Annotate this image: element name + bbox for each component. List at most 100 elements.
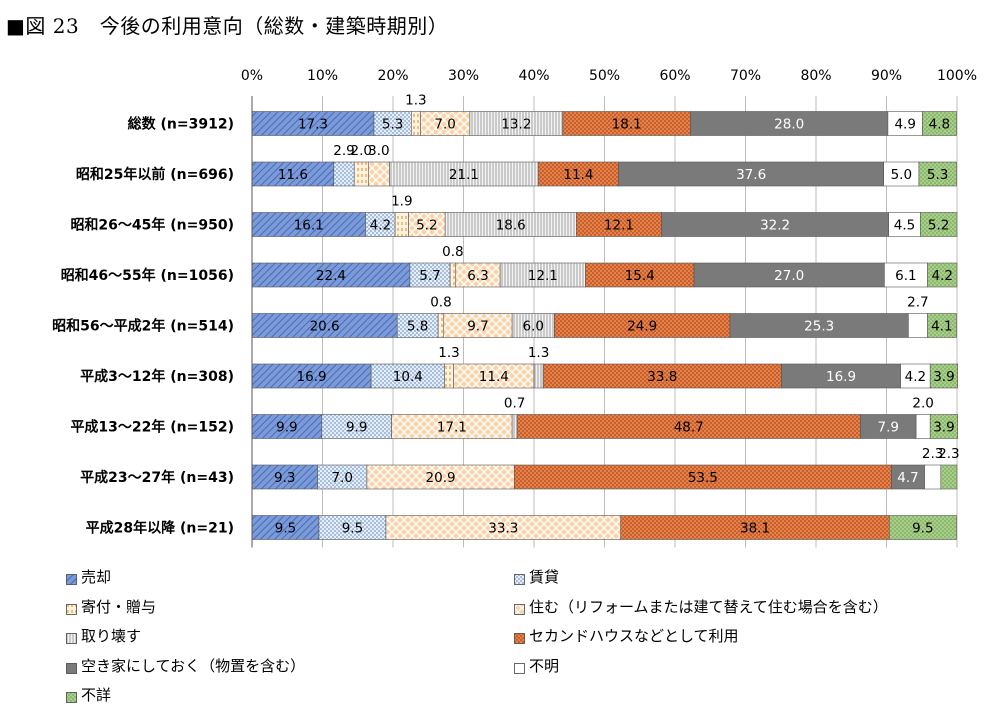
x-tick-label: 30% [448,68,479,84]
bar-segment [889,515,957,540]
bar-segment [251,212,366,237]
data-label: 18.6 [496,218,526,234]
data-label: 4.2 [931,268,952,284]
data-label: 3.0 [368,143,389,159]
data-label: 2.9 [333,143,354,159]
bar-segment [661,212,889,237]
data-label: 11.6 [278,167,308,183]
data-label: 7.0 [331,470,352,486]
data-label: 5.8 [407,319,428,335]
data-label: 22.4 [316,268,346,284]
bar-segment [940,464,958,490]
data-label: 28.0 [774,117,804,133]
data-label: 9.5 [912,521,933,537]
bar-segment [389,161,539,187]
data-label: 4.9 [894,117,915,133]
bar-segment [927,262,958,288]
bar-segment [690,111,889,136]
bar-segment [251,161,335,187]
bar-segment [860,414,917,439]
data-label: 37.6 [736,167,766,183]
data-label: 9.9 [346,420,367,436]
bar-segment [251,515,320,540]
bar-segment [511,414,518,439]
bar-segment [444,363,454,389]
x-tick-label: 40% [518,68,549,84]
data-label: 12.1 [604,218,634,234]
bar-segment [409,262,451,288]
data-label: 5.0 [891,167,912,183]
bar-segment [620,515,890,540]
bar-segment [511,313,555,338]
data-label: 5.3 [927,167,948,183]
data-label: 2.3 [922,446,943,462]
bar-segment [385,515,622,540]
data-label: 12.1 [528,268,558,284]
data-label: 7.0 [434,117,455,133]
bar-segment [437,313,445,338]
x-tick-label: 90% [871,68,902,84]
bar-segment [449,262,457,288]
bar-segment [318,515,387,540]
data-label: 4.2 [370,218,391,234]
data-label: 3.9 [933,369,954,385]
data-label: 4.1 [931,319,952,335]
chart-title: ■図 23 今後の利用意向（総数・建築時期別） [6,14,449,38]
data-label: 6.1 [895,268,916,284]
bar-segment [888,212,921,237]
category-label: 平成13～22年 (n=152) [70,419,234,436]
bar-segment [915,414,931,439]
data-label: 0.7 [504,396,525,412]
data-label: 13.2 [501,117,531,133]
bar-segment [444,212,577,237]
bar-segment [891,464,925,490]
data-label: 2.0 [351,143,372,159]
data-label: 18.1 [612,117,642,133]
bar-segment [321,414,392,439]
bar-segment [394,212,409,237]
data-label: 33.8 [647,369,677,385]
bar-segment [918,161,957,187]
data-label: 17.1 [437,420,467,436]
bar-segment [908,313,928,338]
bar-segment [333,161,355,187]
data-label: 11.4 [479,369,509,385]
data-label: 48.7 [674,420,704,436]
x-tick-label: 0% [241,68,263,84]
x-tick-label: 70% [730,68,761,84]
data-label: 1.3 [438,345,459,361]
data-label: 11.4 [563,167,593,183]
data-label: 9.9 [276,420,297,436]
data-label: 4.5 [894,218,915,234]
data-label: 33.3 [488,521,518,537]
data-label: 0.8 [430,295,451,311]
data-label: 38.1 [740,521,770,537]
bar-segment [365,212,396,237]
data-label: 1.3 [405,93,426,109]
data-label: 6.0 [523,319,544,335]
x-tick-label: 60% [659,68,690,84]
bar-segment [533,363,544,389]
data-label: 9.5 [275,521,296,537]
data-label: 5.2 [416,218,437,234]
data-label: 9.7 [467,319,488,335]
bar-segment [513,464,892,490]
data-label: 5.3 [382,117,403,133]
data-label: 16.9 [297,369,327,385]
bar-segment [554,313,731,338]
data-label: 16.9 [826,369,856,385]
data-label: 4.8 [929,117,950,133]
category-label: 平成3～12年 (n=308) [80,368,234,385]
data-label: 17.3 [298,117,328,133]
data-label: 2.0 [912,396,933,412]
bar-segment [927,313,957,338]
category-label: 昭和26～45年 (n=950) [70,217,234,234]
data-label: 15.4 [625,268,655,284]
category-label: 平成23～27年 (n=43) [80,469,234,486]
data-label: 4.7 [897,470,918,486]
bar-segment [408,212,446,237]
data-label: 27.0 [774,268,804,284]
data-label: 20.9 [426,470,456,486]
bar-segment [368,161,390,187]
data-label: 25.3 [804,319,834,335]
